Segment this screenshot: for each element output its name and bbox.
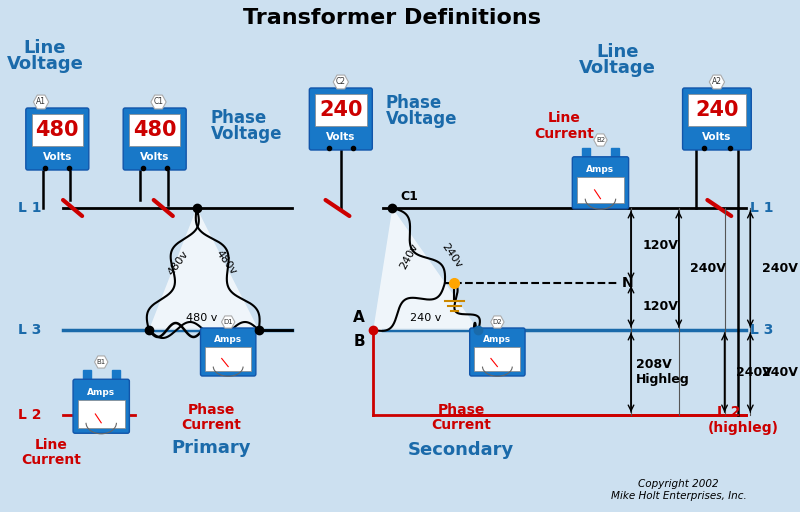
Text: Volts: Volts	[326, 132, 355, 142]
Text: L 3: L 3	[750, 323, 774, 337]
Text: C2: C2	[336, 77, 346, 87]
Text: 240 v: 240 v	[410, 313, 442, 323]
Text: Line: Line	[35, 438, 68, 452]
Text: A2: A2	[712, 77, 722, 87]
Text: L 1: L 1	[750, 201, 774, 215]
Polygon shape	[333, 75, 349, 89]
FancyBboxPatch shape	[682, 88, 751, 150]
Text: 240V: 240V	[762, 263, 798, 275]
Text: 480: 480	[35, 120, 79, 140]
Text: 120V: 120V	[642, 239, 678, 252]
Text: 240V: 240V	[690, 263, 726, 275]
Text: Line: Line	[24, 39, 66, 57]
Text: Volts: Volts	[42, 152, 72, 162]
FancyBboxPatch shape	[123, 108, 186, 170]
Text: B2: B2	[596, 137, 605, 143]
Polygon shape	[151, 95, 166, 109]
FancyBboxPatch shape	[474, 347, 520, 371]
Text: 480 v: 480 v	[186, 313, 217, 323]
Text: 480v: 480v	[166, 249, 190, 277]
Bar	[582, 148, 590, 169]
FancyBboxPatch shape	[78, 400, 125, 428]
Bar	[112, 370, 119, 393]
Text: Amps: Amps	[214, 335, 242, 344]
Text: C2: C2	[484, 337, 502, 351]
Text: D1: D1	[223, 319, 233, 325]
Text: Amps: Amps	[483, 335, 511, 344]
Text: A: A	[353, 310, 365, 326]
Text: L 2: L 2	[717, 405, 741, 419]
Text: C1: C1	[401, 189, 418, 203]
Text: Phase: Phase	[187, 403, 234, 417]
FancyBboxPatch shape	[26, 108, 89, 170]
Bar	[611, 148, 619, 169]
Polygon shape	[149, 208, 258, 330]
Polygon shape	[374, 208, 478, 330]
Text: N: N	[622, 276, 633, 290]
Text: Line: Line	[548, 111, 581, 125]
Polygon shape	[94, 356, 108, 368]
Text: Current: Current	[22, 453, 82, 467]
Text: 480: 480	[133, 120, 177, 140]
FancyBboxPatch shape	[310, 88, 372, 150]
FancyBboxPatch shape	[577, 177, 624, 203]
Text: Phase: Phase	[386, 94, 442, 112]
Polygon shape	[490, 316, 504, 328]
Text: Current: Current	[534, 127, 594, 141]
Text: Primary: Primary	[171, 439, 250, 457]
Text: Current: Current	[181, 418, 241, 432]
FancyBboxPatch shape	[572, 157, 629, 209]
FancyBboxPatch shape	[201, 328, 256, 376]
Text: Phase: Phase	[438, 403, 485, 417]
Text: Copyright 2002
Mike Holt Enterprises, Inc.: Copyright 2002 Mike Holt Enterprises, In…	[611, 479, 746, 501]
Text: Phase: Phase	[211, 109, 267, 127]
Text: Amps: Amps	[586, 165, 614, 174]
Text: 208V
Highleg: 208V Highleg	[636, 358, 690, 387]
Text: Line: Line	[596, 43, 639, 61]
Bar	[83, 370, 90, 393]
Text: Current: Current	[431, 418, 491, 432]
Text: B1: B1	[97, 359, 106, 365]
FancyBboxPatch shape	[470, 328, 525, 376]
Polygon shape	[34, 95, 49, 109]
Text: B: B	[353, 334, 365, 350]
FancyBboxPatch shape	[688, 94, 746, 126]
Text: L 2: L 2	[18, 408, 42, 422]
Text: 480v: 480v	[214, 249, 238, 277]
Text: Voltage: Voltage	[6, 55, 83, 73]
Text: Amps: Amps	[87, 388, 115, 397]
Text: C1: C1	[154, 97, 163, 106]
Text: L 3: L 3	[18, 323, 42, 337]
Text: 240: 240	[695, 100, 738, 120]
Text: Voltage: Voltage	[211, 125, 282, 143]
Text: 120V: 120V	[642, 300, 678, 313]
Text: Voltage: Voltage	[386, 110, 457, 128]
Polygon shape	[594, 134, 607, 146]
Text: Volts: Volts	[140, 152, 170, 162]
Text: 240v: 240v	[439, 242, 464, 270]
FancyBboxPatch shape	[129, 114, 181, 146]
Text: 240V: 240V	[736, 366, 772, 379]
Text: A1: A1	[36, 97, 46, 106]
Text: Secondary: Secondary	[408, 441, 514, 459]
FancyBboxPatch shape	[206, 347, 251, 371]
Polygon shape	[710, 75, 725, 89]
Text: 240V: 240V	[762, 366, 798, 379]
Text: L 1: L 1	[18, 201, 42, 215]
Text: Voltage: Voltage	[579, 59, 656, 77]
FancyBboxPatch shape	[73, 379, 130, 433]
Text: (highleg): (highleg)	[707, 421, 778, 435]
Text: Transformer Definitions: Transformer Definitions	[243, 8, 542, 28]
FancyBboxPatch shape	[31, 114, 83, 146]
Text: Volts: Volts	[702, 132, 732, 142]
Text: 240v: 240v	[398, 241, 419, 271]
FancyBboxPatch shape	[315, 94, 366, 126]
Text: D2: D2	[493, 319, 502, 325]
Text: 240: 240	[319, 100, 362, 120]
Polygon shape	[222, 316, 235, 328]
